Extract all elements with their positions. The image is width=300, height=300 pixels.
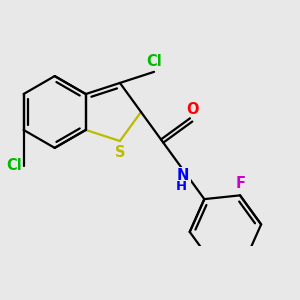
Text: N: N [177,168,189,183]
Text: Cl: Cl [6,158,22,173]
Text: F: F [236,176,246,191]
Text: Cl: Cl [146,54,162,69]
Text: S: S [115,145,125,160]
Text: O: O [187,102,199,117]
Text: H: H [176,180,187,193]
